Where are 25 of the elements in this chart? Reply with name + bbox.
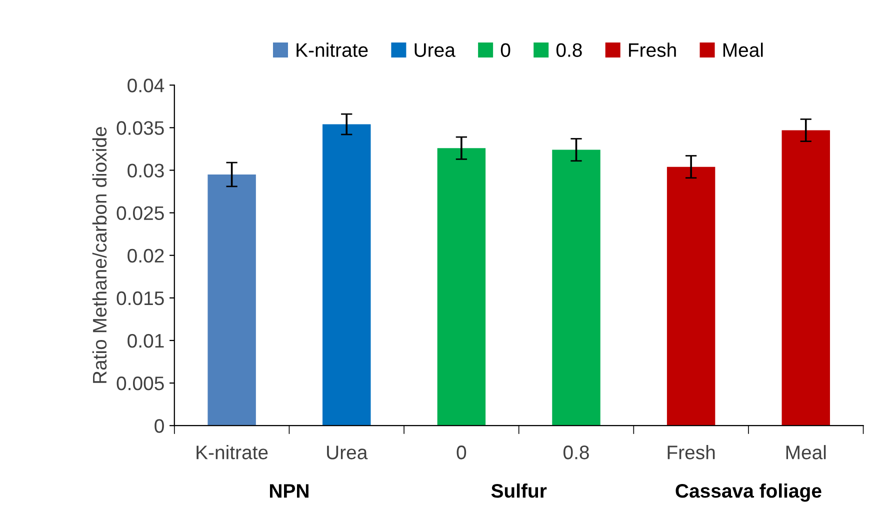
x-tick-label: 0.8	[563, 446, 589, 460]
y-tick-label: 0.015	[116, 291, 164, 306]
legend-label: Urea	[414, 43, 456, 57]
text: Sulfur	[491, 483, 547, 498]
x-tick-label: Urea	[327, 446, 368, 460]
y-axis-title: Ratio Methane/carbon dioxide	[92, 127, 107, 383]
x-tick-label: Fresh	[668, 445, 715, 460]
legend-label: Fresh	[629, 42, 676, 57]
y-tick-label: 0.01	[128, 334, 164, 348]
text: Cassava foliage	[676, 483, 822, 502]
y-tick-label: 0.025	[116, 206, 164, 220]
y-tick-label: 0.03	[128, 164, 164, 178]
legend-label: 0.8	[556, 43, 582, 57]
legend-label: K-nitrate	[296, 42, 368, 57]
x-tick-label: K-nitrate	[196, 445, 268, 460]
y-tick-label: 0.005	[116, 376, 164, 390]
y-tick-label: 0.035	[116, 121, 164, 135]
legend-label: Meal	[723, 42, 763, 57]
y-tick-label: 0.04	[128, 78, 164, 92]
text: NPN	[270, 484, 308, 498]
y-tick-label: 0.02	[128, 248, 164, 263]
legend-label: 0	[500, 43, 510, 57]
x-tick-label: 0	[456, 446, 466, 460]
x-tick-label: Meal	[786, 445, 826, 460]
y-tick-label: 0	[154, 419, 164, 433]
